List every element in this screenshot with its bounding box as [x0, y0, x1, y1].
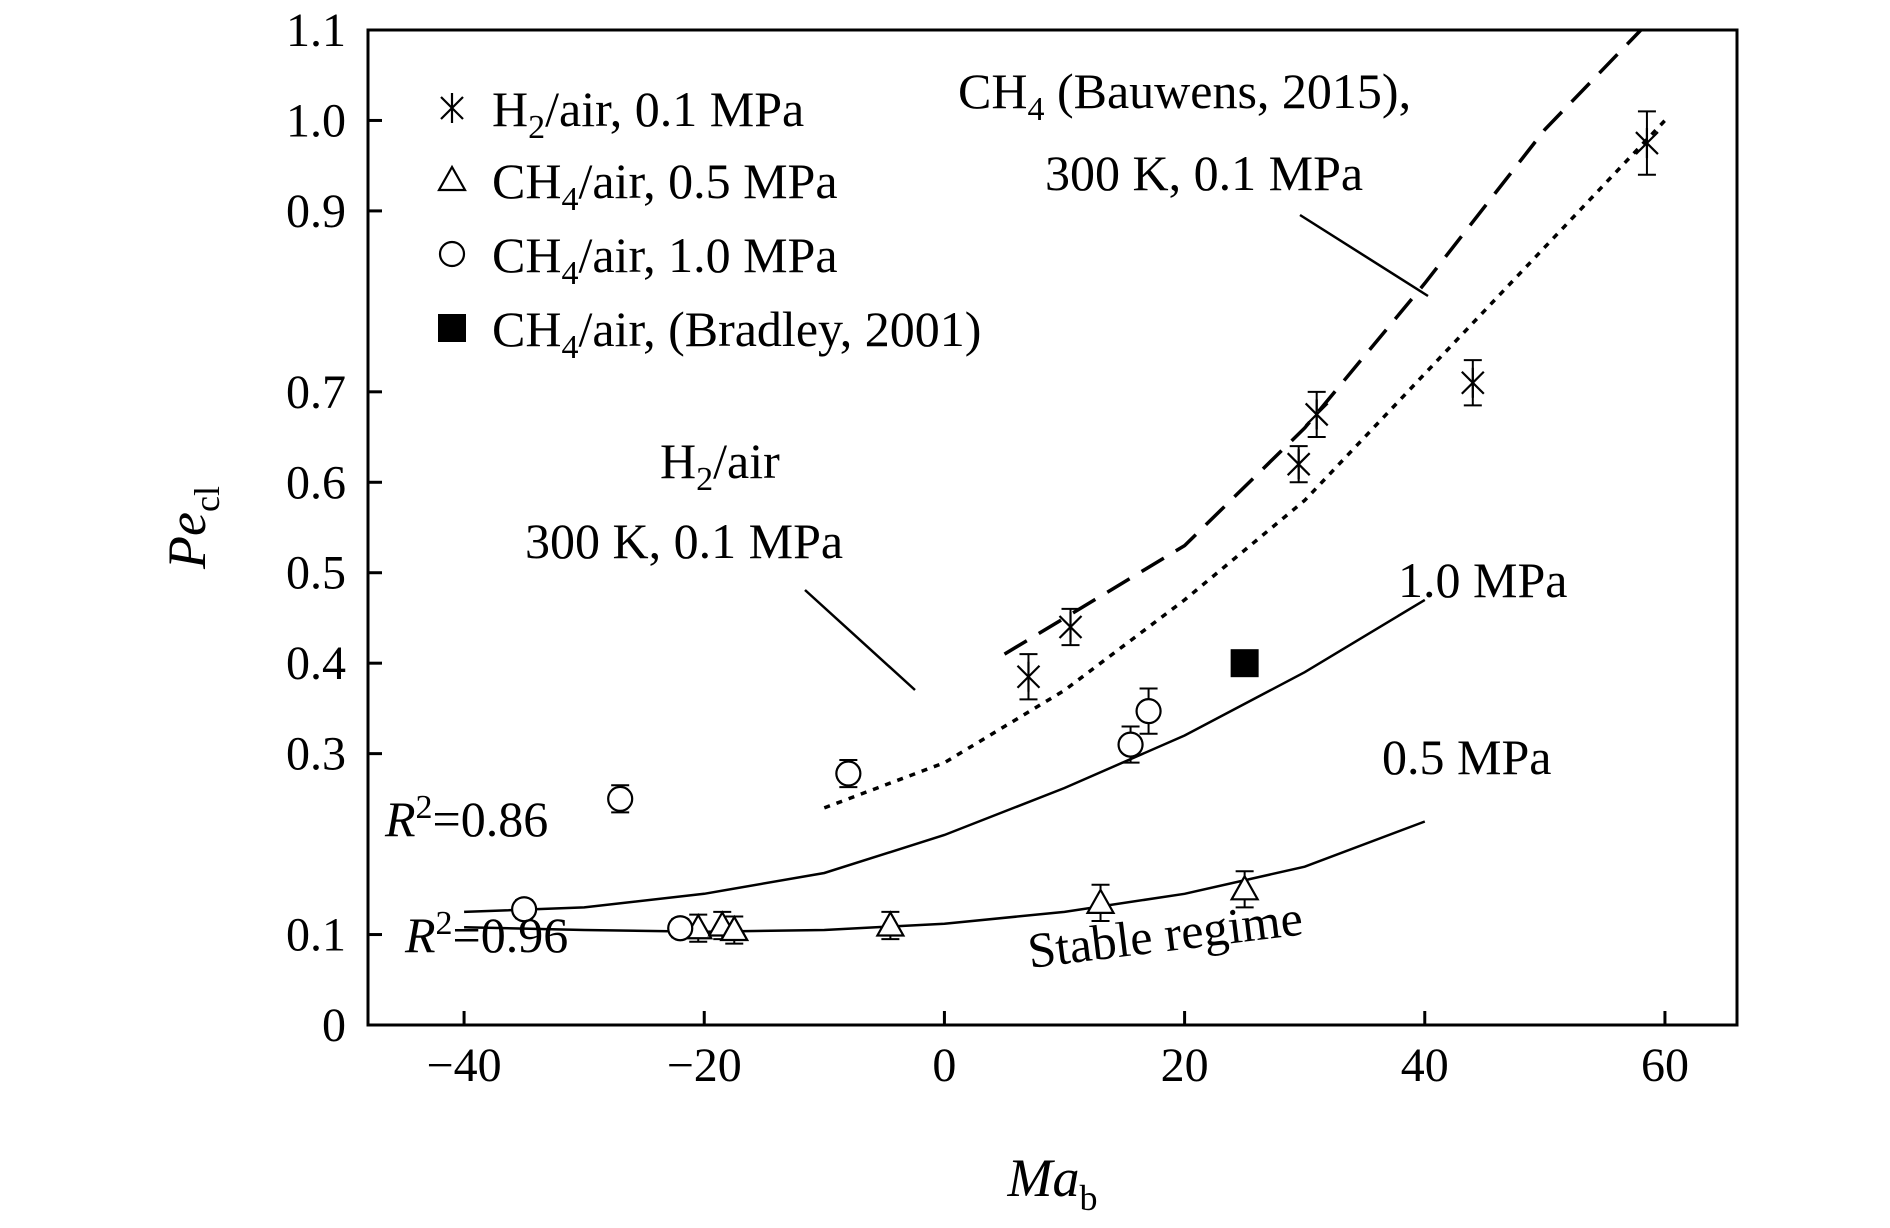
- point-triangle-1-4: [1085, 887, 1116, 914]
- point-asterisk-0-2: [1286, 449, 1311, 480]
- point-asterisk-0-4: [1461, 367, 1485, 398]
- y-tick-label: 1.0: [286, 94, 346, 147]
- point-asterisk-0-5: [1635, 128, 1659, 159]
- annotation-h2air-line1: H2/air: [660, 433, 780, 498]
- legend-marker-triangle: [437, 164, 467, 192]
- x-tick-label: 20: [1161, 1039, 1209, 1092]
- point-circle-2-0: [511, 896, 538, 923]
- point-triangle-1-3: [875, 910, 906, 937]
- point-square-3-0: [1230, 649, 1259, 678]
- plot-frame: [366, 28, 1739, 1027]
- point-triangle-1-2: [719, 914, 750, 942]
- x-axis-label: Mab: [1007, 1148, 1098, 1218]
- y-tick-label: 0.7: [286, 366, 346, 419]
- point-circle-2-1: [607, 785, 634, 812]
- point-circle-2-2: [667, 915, 694, 942]
- y-tick-label: 0: [322, 999, 346, 1052]
- legend-entry-2: CH4/air, 1.0 MPa: [492, 227, 838, 292]
- point-circle-2-3: [835, 760, 862, 787]
- x-tick-label: 40: [1401, 1039, 1449, 1092]
- y-tick-label: 0.1: [286, 909, 346, 962]
- y-tick-label: 0.9: [286, 185, 346, 238]
- y-tick-label: 1.1: [286, 4, 346, 57]
- fit-line-solid-0: [464, 820, 1426, 934]
- annotation-r2-096: R2=0.96: [404, 905, 568, 963]
- legend-entry-0: H2/air, 0.1 MPa: [492, 81, 804, 146]
- x-tick-label: −20: [667, 1039, 742, 1092]
- data-points: [511, 110, 1659, 945]
- annotation-1-0-mpa: 1.0 MPa: [1398, 552, 1567, 608]
- fit-line-dashed-3: [1003, 28, 1643, 656]
- y-tick-label: 0.4: [286, 637, 346, 690]
- legend-marker-circle: [438, 240, 466, 268]
- legend-marker-asterisk: [440, 93, 464, 123]
- annotation-h2air-leader: [804, 589, 916, 691]
- annotation-bauwens-leader: [1299, 213, 1429, 298]
- annotation-h2air-line2: 300 K, 0.1 MPa: [525, 513, 843, 569]
- x-tick-label: 60: [1641, 1039, 1689, 1092]
- annotation-0-5-mpa: 0.5 MPa: [1382, 729, 1551, 785]
- fit-line-solid-1: [464, 598, 1426, 914]
- legend: H2/air, 0.1 MPa CH4/air, 0.5 MPa CH4/air, …: [437, 81, 981, 366]
- annotation-bauwens-line2: 300 K, 0.1 MPa: [1045, 145, 1363, 201]
- y-tick-label: 0.5: [286, 547, 346, 600]
- x-tick-label: −40: [427, 1039, 502, 1092]
- point-asterisk-0-1: [1058, 612, 1083, 642]
- plot-axes: −40 −20 0 20 40 60 0 0.1 0.3 0.4 0.5 0.6 0.7 0.9 1.0 1.…: [157, 4, 1739, 1218]
- annotation-stable-regime: Stable regime: [1025, 890, 1306, 979]
- point-asterisk-0-3: [1304, 399, 1329, 430]
- fit-lines: [464, 28, 1667, 934]
- x-tick-label: 0: [932, 1039, 956, 1092]
- point-circle-2-5: [1135, 698, 1162, 725]
- point-circle-2-4: [1117, 731, 1144, 758]
- fit-line-dotted-2: [823, 119, 1667, 810]
- legend-entry-1: CH4/air, 0.5 MPa: [492, 153, 838, 218]
- y-axis-label: Pecl: [157, 486, 227, 570]
- annotation-r2-086: R2=0.86: [384, 789, 548, 847]
- y-tick-label: 0.6: [286, 456, 346, 509]
- y-tick-label: 0.3: [286, 728, 346, 781]
- legend-marker-square: [438, 314, 466, 342]
- annotations: CH4 (Bauwens, 2015), 300 K, 0.1 MPa H2/air…: [384, 63, 1567, 979]
- point-asterisk-0-0: [1016, 661, 1041, 692]
- point-triangle-1-5: [1229, 874, 1260, 901]
- annotation-bauwens-line1: CH4 (Bauwens, 2015),: [958, 63, 1411, 128]
- legend-entry-3: CH4/air, (Bradley, 2001): [492, 301, 981, 366]
